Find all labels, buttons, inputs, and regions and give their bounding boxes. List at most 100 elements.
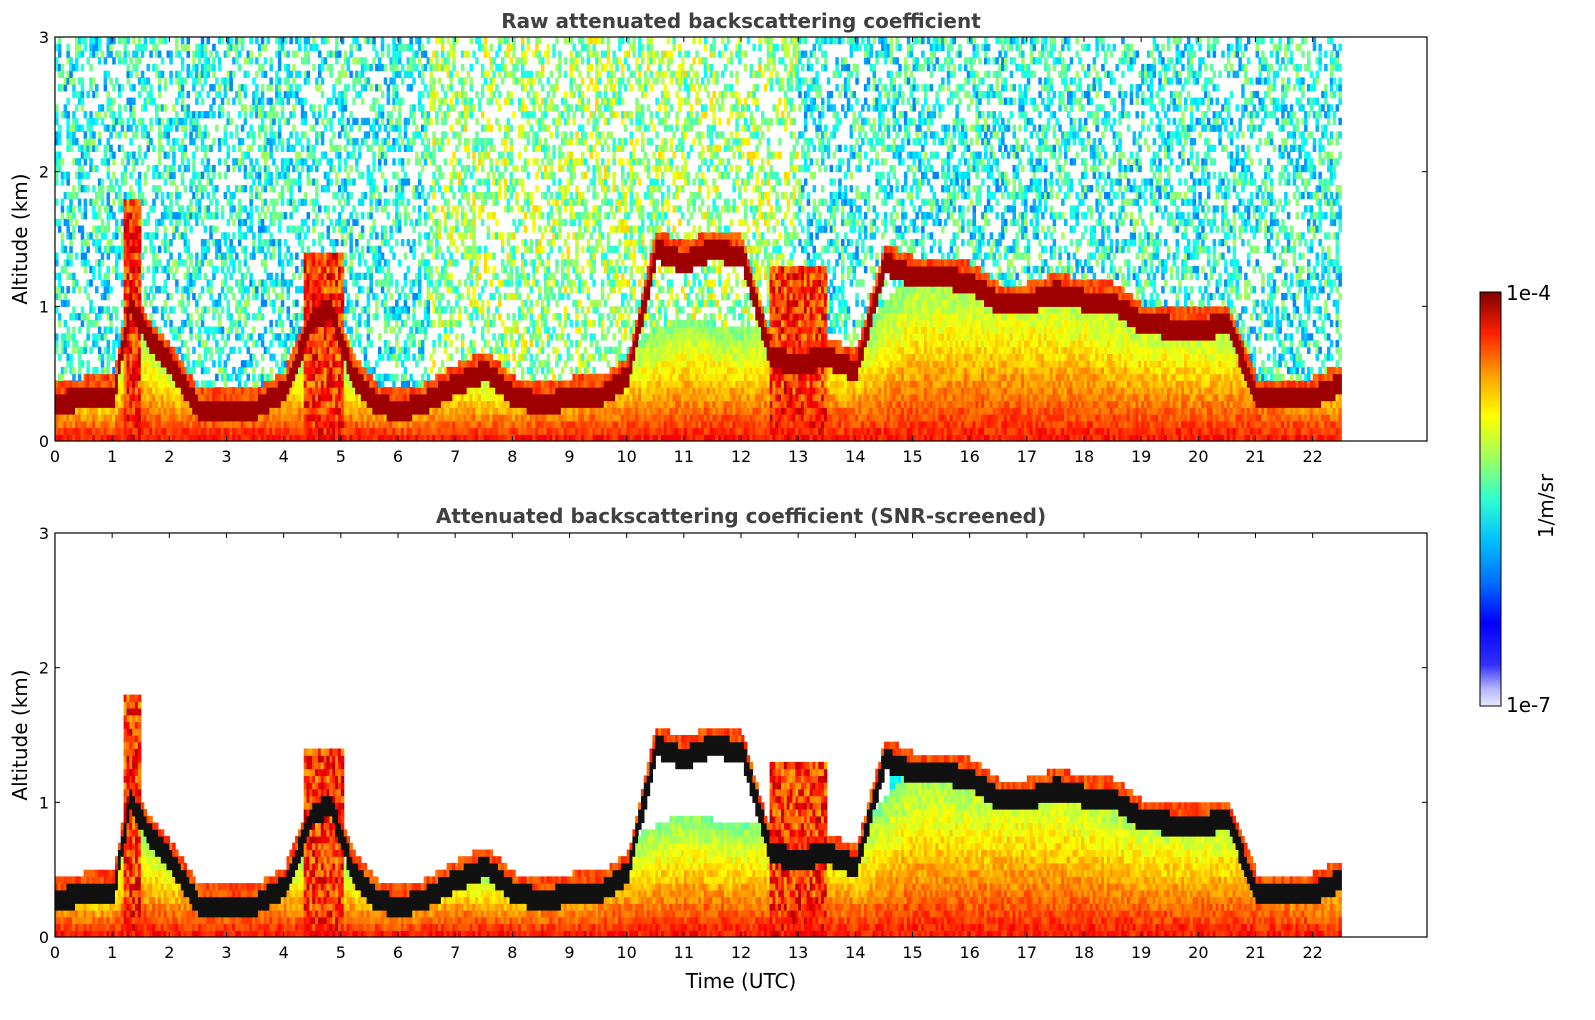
heatmap-cell — [395, 279, 399, 287]
heatmap-cell — [409, 279, 413, 287]
heatmap-cell — [449, 212, 453, 220]
heatmap-cell — [275, 292, 279, 301]
heatmap-cell — [372, 43, 376, 51]
heatmap-cell — [378, 104, 382, 112]
heatmap-cell — [323, 124, 328, 132]
heatmap-cell — [429, 393, 433, 402]
heatmap-cell — [229, 259, 233, 267]
heatmap-cell — [109, 245, 113, 253]
heatmap-cell — [103, 225, 108, 233]
heatmap-cell — [435, 178, 439, 186]
heatmap-cell — [80, 434, 85, 441]
heatmap-cell — [143, 387, 148, 395]
heatmap-cell — [286, 373, 290, 381]
heatmap-cell — [398, 346, 402, 354]
heatmap-cell — [286, 50, 290, 58]
heatmap-cell — [155, 393, 159, 402]
heatmap-cell — [343, 353, 348, 361]
heatmap-cell — [369, 373, 373, 381]
heatmap-cell — [277, 252, 282, 260]
heatmap-cell — [106, 185, 110, 193]
heatmap-cell — [332, 144, 336, 152]
heatmap-cell — [409, 373, 413, 381]
heatmap-cell — [286, 63, 290, 72]
heatmap-cell — [135, 225, 139, 233]
heatmap-cell — [249, 37, 253, 45]
heatmap-cell — [289, 158, 293, 166]
heatmap-cell — [260, 111, 265, 119]
heatmap-cell — [143, 427, 148, 435]
heatmap-cell — [329, 306, 333, 314]
heatmap-cell — [117, 131, 122, 139]
heatmap-cell — [280, 191, 285, 200]
heatmap-cell — [438, 144, 442, 152]
heatmap-cell — [277, 218, 282, 227]
heatmap-cell — [229, 239, 233, 247]
heatmap-cell — [166, 117, 170, 126]
heatmap-cell — [175, 346, 179, 354]
heatmap-cell — [255, 414, 259, 422]
heatmap-cell — [129, 225, 133, 233]
heatmap-cell — [375, 245, 379, 253]
heatmap-cell — [383, 292, 388, 301]
heatmap-cell — [403, 124, 408, 132]
heatmap-cell — [100, 252, 105, 260]
heatmap-cell — [395, 191, 399, 200]
heatmap-cell — [289, 387, 293, 395]
heatmap-cell — [409, 37, 413, 45]
heatmap-cell — [329, 393, 333, 402]
heatmap-cell — [360, 427, 365, 435]
heatmap-cell — [240, 84, 245, 92]
heatmap-cell — [343, 218, 348, 227]
heatmap-cell — [349, 299, 353, 307]
heatmap-cell — [455, 407, 459, 415]
heatmap-cell — [406, 346, 411, 354]
heatmap-cell — [375, 84, 379, 92]
heatmap-cell — [332, 387, 336, 395]
heatmap-cell — [237, 393, 242, 402]
heatmap-cell — [320, 434, 325, 441]
heatmap-cell — [420, 50, 425, 58]
heatmap-cell — [300, 326, 305, 334]
heatmap-cell — [209, 380, 213, 388]
heatmap-cell — [458, 380, 462, 388]
heatmap-cell — [143, 37, 148, 45]
heatmap-cell — [372, 138, 376, 146]
heatmap-cell — [349, 138, 353, 146]
heatmap-cell — [123, 252, 128, 260]
heatmap-cell — [157, 427, 162, 435]
heatmap-cell — [240, 218, 245, 227]
heatmap-cell — [166, 393, 170, 402]
heatmap-cell — [418, 131, 422, 139]
heatmap-cell — [343, 131, 348, 139]
heatmap-cell — [298, 340, 302, 348]
heatmap-cell — [449, 373, 453, 381]
heatmap-cell — [186, 43, 190, 51]
heatmap-cell — [75, 57, 79, 65]
heatmap-cell — [203, 353, 208, 361]
heatmap-cell — [423, 63, 428, 72]
heatmap-cell — [326, 407, 330, 415]
heatmap-cell — [255, 57, 259, 65]
heatmap-cell — [392, 306, 396, 314]
heatmap-cell — [126, 313, 130, 321]
heatmap-cell — [180, 373, 185, 381]
heatmap-cell — [192, 84, 196, 92]
heatmap-cell — [155, 259, 159, 267]
heatmap-cell — [363, 360, 368, 368]
heatmap-cell — [275, 333, 279, 341]
heatmap-cell — [209, 414, 213, 422]
heatmap-cell — [203, 144, 208, 152]
heatmap-cell — [372, 164, 376, 173]
heatmap-cell — [277, 50, 282, 58]
heatmap-cell — [432, 171, 436, 179]
heatmap-cell — [455, 420, 459, 429]
heatmap-cell — [106, 218, 110, 227]
heatmap-cell — [386, 111, 391, 119]
heatmap-cell — [392, 43, 396, 51]
heatmap-cell — [189, 427, 193, 435]
heatmap-cell — [152, 144, 156, 152]
heatmap-cell — [235, 400, 239, 408]
heatmap-cell — [103, 427, 108, 435]
heatmap-cell — [240, 245, 245, 253]
